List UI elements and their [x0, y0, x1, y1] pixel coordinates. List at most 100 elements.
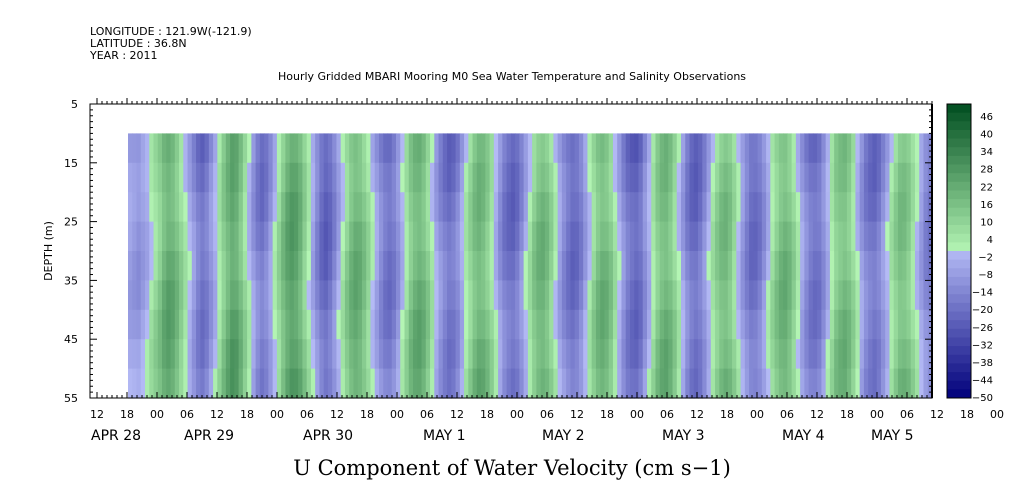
- heatmap-cell: [902, 368, 908, 399]
- heatmap-cell: [366, 309, 372, 340]
- heatmap-cell: [778, 221, 784, 252]
- heatmap-cell: [612, 251, 618, 281]
- heatmap-cell: [353, 133, 359, 164]
- heatmap-cell: [553, 133, 559, 164]
- heatmap-cell: [515, 133, 520, 164]
- heatmap-cell: [459, 162, 465, 193]
- heatmap-cell: [242, 339, 248, 370]
- heatmap-cell: [404, 251, 410, 281]
- heatmap-cell: [255, 221, 261, 252]
- heatmap-cell: [723, 221, 729, 252]
- x-tick-label: 12: [330, 408, 344, 421]
- heatmap-cell: [230, 339, 235, 370]
- heatmap-cell: [808, 309, 814, 340]
- heatmap-cell: [298, 192, 304, 223]
- heatmap-cell: [191, 162, 197, 193]
- heatmap-cell: [493, 280, 499, 311]
- heatmap-cell: [800, 280, 805, 311]
- heatmap-cell: [383, 192, 389, 223]
- heatmap-cell: [689, 280, 695, 311]
- heatmap-cell: [740, 309, 746, 340]
- heatmap-cell: [157, 339, 163, 370]
- heatmap-cell: [570, 339, 576, 370]
- heatmap-cell: [276, 162, 282, 193]
- heatmap-cell: [600, 251, 606, 281]
- heatmap-cell: [183, 280, 189, 311]
- heatmap-cell: [672, 162, 678, 193]
- heatmap-cell: [561, 192, 567, 223]
- heatmap-cell: [451, 339, 457, 370]
- heatmap-cell: [536, 192, 542, 223]
- heatmap-cell: [638, 251, 644, 281]
- heatmap-cell: [851, 309, 857, 340]
- heatmap-cell: [587, 368, 593, 399]
- heatmap-cell: [829, 309, 835, 340]
- heatmap-cell: [681, 192, 686, 223]
- heatmap-cell: [872, 280, 878, 311]
- heatmap-cell: [447, 339, 452, 370]
- heatmap-cell: [608, 368, 614, 399]
- heatmap-cell: [247, 280, 252, 311]
- heatmap-cell: [310, 251, 316, 281]
- heatmap-cell: [323, 339, 329, 370]
- heatmap-cell: [242, 133, 248, 164]
- heatmap-cell: [889, 251, 895, 281]
- heatmap-cell: [255, 162, 261, 193]
- heatmap-cell: [438, 221, 444, 252]
- heatmap-cell: [659, 162, 665, 193]
- heatmap-cell: [668, 280, 674, 311]
- heatmap-cell: [361, 192, 367, 223]
- heatmap-cell: [434, 280, 440, 311]
- heatmap-cell: [608, 221, 614, 252]
- heatmap-cell: [851, 162, 857, 193]
- heatmap-cell: [383, 162, 389, 193]
- heatmap-cell: [561, 309, 567, 340]
- heatmap-cell: [800, 221, 805, 252]
- heatmap-cell: [374, 280, 380, 311]
- heatmap-cell: [468, 339, 474, 370]
- heatmap-cell: [183, 221, 189, 252]
- heatmap-cell: [128, 221, 133, 252]
- heatmap-cell: [502, 339, 508, 370]
- heatmap-cell: [766, 309, 771, 340]
- heatmap-cell: [914, 162, 920, 193]
- x-day-label: MAY 2: [542, 428, 584, 444]
- heatmap-cell: [855, 280, 861, 311]
- heatmap-cell: [208, 192, 214, 223]
- heatmap-cell: [825, 192, 831, 223]
- heatmap-cell: [336, 309, 342, 340]
- heatmap-cell: [863, 221, 869, 252]
- heatmap-cell: [804, 280, 810, 311]
- heatmap-cell: [642, 221, 648, 252]
- heatmap-cell: [234, 280, 240, 311]
- heatmap-cell: [706, 309, 712, 340]
- heatmap-cell: [285, 368, 291, 399]
- heatmap-cell: [753, 162, 759, 193]
- heatmap-cell: [332, 133, 338, 164]
- heatmap-cell: [413, 280, 418, 311]
- heatmap-cell: [183, 368, 189, 399]
- heatmap-cell: [774, 221, 780, 252]
- heatmap-cell: [259, 221, 265, 252]
- heatmap-cell: [361, 133, 367, 164]
- heatmap-cell: [770, 162, 776, 193]
- heatmap-cell: [293, 133, 299, 164]
- heatmap-cell: [919, 192, 925, 223]
- heatmap-cell: [893, 162, 899, 193]
- heatmap-cell: [859, 221, 865, 252]
- heatmap-cell: [919, 339, 925, 370]
- heatmap-cell: [906, 280, 912, 311]
- heatmap-cell: [638, 368, 644, 399]
- heatmap-cell: [553, 368, 559, 399]
- heatmap-cell: [378, 368, 384, 399]
- heatmap-cell: [842, 280, 848, 311]
- heatmap-cell: [519, 339, 525, 370]
- heatmap-cell: [506, 221, 512, 252]
- heatmap-cell: [353, 192, 359, 223]
- heatmap-cell: [634, 221, 640, 252]
- heatmap-cell: [685, 221, 691, 252]
- heatmap-cell: [855, 309, 861, 340]
- x-day-label: APR 29: [184, 428, 234, 444]
- heatmap-cell: [872, 368, 878, 399]
